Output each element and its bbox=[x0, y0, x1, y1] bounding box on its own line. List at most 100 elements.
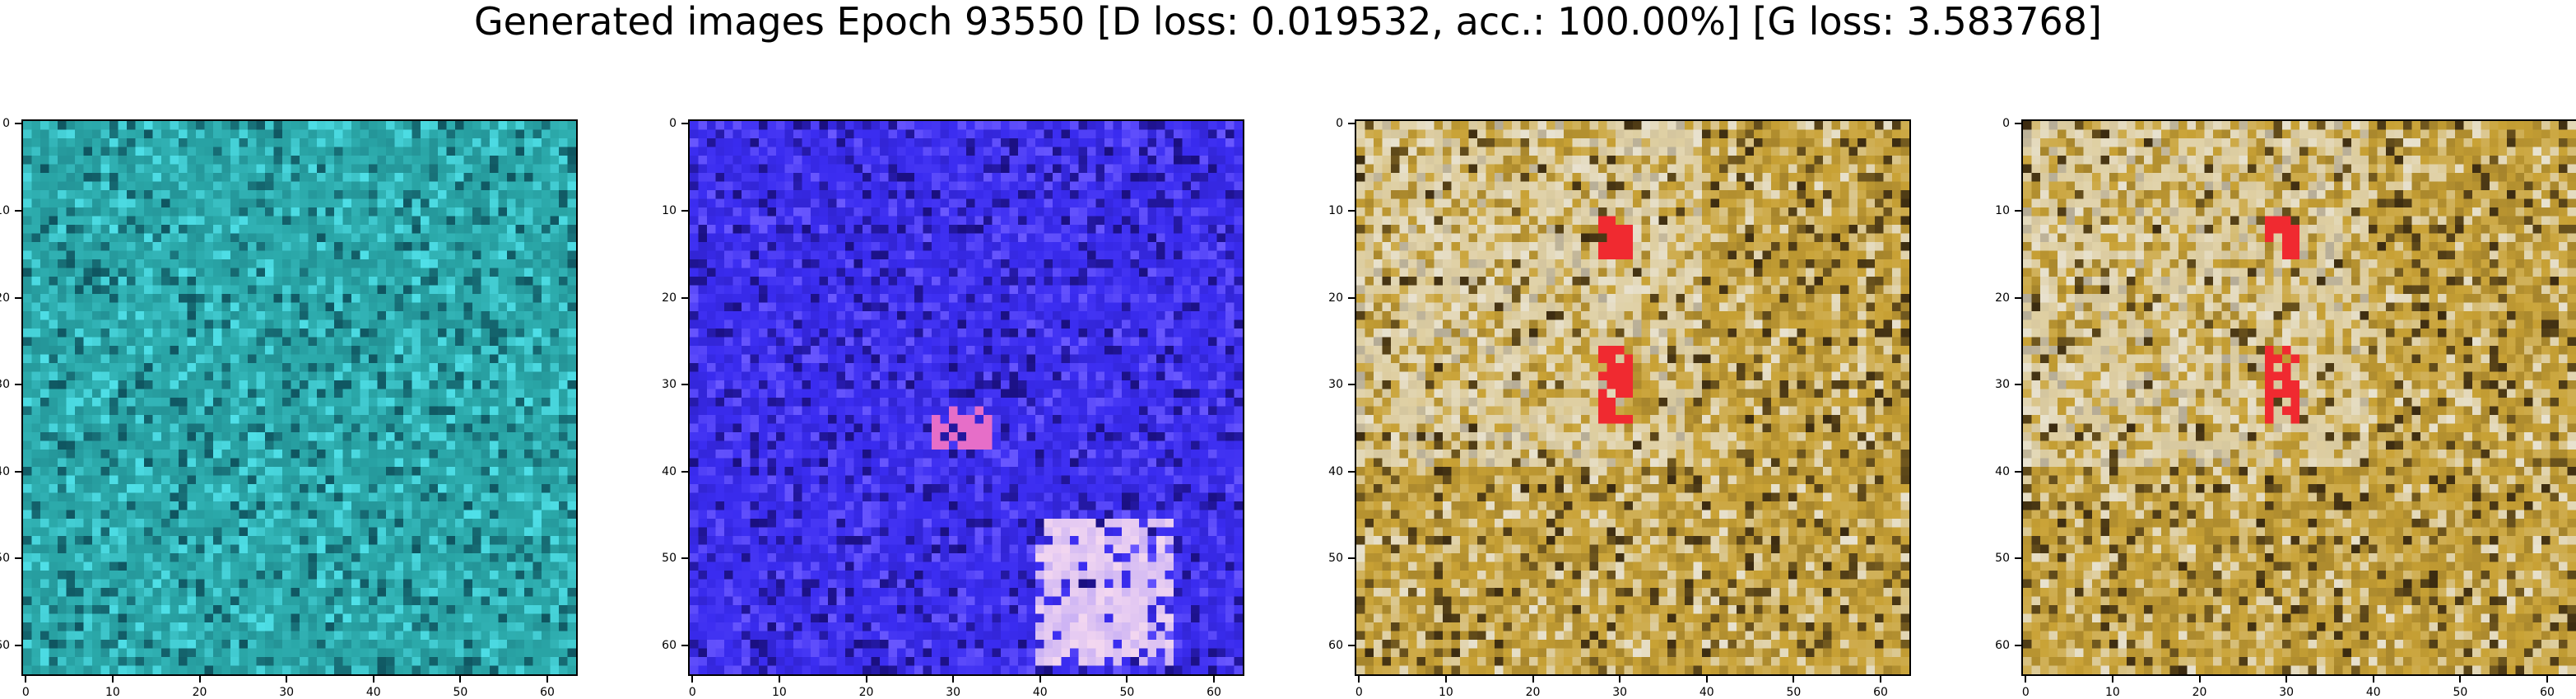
x-tick-label: 0 bbox=[2021, 686, 2030, 699]
y-tick bbox=[1348, 384, 1355, 386]
y-tick bbox=[2015, 209, 2021, 212]
x-tick bbox=[2285, 676, 2288, 683]
x-tick-label: 10 bbox=[105, 686, 120, 699]
y-tick bbox=[15, 557, 21, 560]
y-tick bbox=[2015, 123, 2021, 125]
y-tick bbox=[2015, 296, 2021, 299]
y-tick-label: 30 bbox=[1328, 378, 1343, 392]
pixel-grid-4 bbox=[2023, 121, 2576, 674]
y-tick bbox=[1348, 557, 1355, 560]
x-tick-label: 20 bbox=[858, 686, 874, 699]
image-panel-2: 0 10 20 30 40 50 60 0 10 20 30 40 50 60 bbox=[662, 117, 1244, 699]
x-tick bbox=[372, 676, 374, 683]
x-tick bbox=[546, 676, 549, 683]
y-tick bbox=[2015, 557, 2021, 560]
x-tick-label: 30 bbox=[279, 686, 295, 699]
x-tick-label: 30 bbox=[1612, 686, 1628, 699]
y-tick-label: 0 bbox=[669, 117, 677, 131]
y-tick bbox=[2015, 645, 2021, 647]
y-tick-label: 10 bbox=[0, 203, 10, 217]
y-tick-label: 10 bbox=[1995, 203, 2010, 217]
x-tick bbox=[2546, 676, 2549, 683]
x-tick bbox=[1039, 676, 1041, 683]
y-tick-label: 40 bbox=[0, 464, 10, 478]
x-tick-label: 10 bbox=[771, 686, 787, 699]
y-tick-label: 60 bbox=[1995, 639, 2010, 653]
x-tick bbox=[1705, 676, 1708, 683]
y-tick-label: 0 bbox=[1336, 117, 1343, 131]
y-tick bbox=[2015, 470, 2021, 473]
figure-title: Generated images Epoch 93550 [D loss: 0.… bbox=[473, 0, 2103, 44]
y-tick-label: 0 bbox=[2002, 117, 2010, 131]
y-tick-label: 50 bbox=[0, 552, 10, 566]
x-tick-label: 50 bbox=[1119, 686, 1135, 699]
x-tick-label: 20 bbox=[2192, 686, 2207, 699]
pixel-grid-3 bbox=[1356, 121, 1909, 674]
x-tick bbox=[1444, 676, 1447, 683]
x-tick-label: 40 bbox=[1699, 686, 1714, 699]
generated-image-4 bbox=[2021, 119, 2576, 676]
x-tick bbox=[198, 676, 201, 683]
x-tick-label: 10 bbox=[2104, 686, 2120, 699]
y-tick-label: 30 bbox=[1995, 378, 2010, 392]
y-tick-label: 20 bbox=[1995, 291, 2010, 305]
image-panel-1: 0 10 20 30 40 50 60 0 10 20 30 40 50 60 bbox=[0, 117, 578, 699]
x-tick-label: 60 bbox=[540, 686, 555, 699]
y-tick-label: 30 bbox=[662, 378, 677, 392]
x-tick bbox=[1213, 676, 1216, 683]
x-tick-label: 40 bbox=[2365, 686, 2381, 699]
y-tick-label: 50 bbox=[1995, 552, 2010, 566]
y-tick bbox=[1348, 123, 1355, 125]
y-tick-label: 60 bbox=[0, 639, 10, 653]
x-tick-label: 20 bbox=[192, 686, 207, 699]
y-tick-label: 10 bbox=[1328, 203, 1343, 217]
y-tick bbox=[681, 645, 688, 647]
x-tick bbox=[1793, 676, 1795, 683]
y-tick bbox=[681, 123, 688, 125]
pixel-grid-2 bbox=[690, 121, 1243, 674]
x-tick-label: 10 bbox=[1438, 686, 1453, 699]
y-tick-label: 50 bbox=[662, 552, 677, 566]
x-tick bbox=[1358, 676, 1360, 683]
x-tick-label: 0 bbox=[1355, 686, 1363, 699]
x-tick bbox=[778, 676, 780, 683]
x-tick-label: 0 bbox=[688, 686, 696, 699]
x-tick-label: 60 bbox=[2540, 686, 2555, 699]
y-tick-label: 60 bbox=[1328, 639, 1343, 653]
y-tick-label: 0 bbox=[2, 117, 10, 131]
y-tick bbox=[1348, 470, 1355, 473]
y-tick bbox=[15, 209, 21, 212]
x-tick bbox=[459, 676, 462, 683]
x-tick-label: 60 bbox=[1873, 686, 1888, 699]
x-tick bbox=[25, 676, 27, 683]
y-tick-label: 50 bbox=[1328, 552, 1343, 566]
x-tick-label: 50 bbox=[2453, 686, 2468, 699]
generated-image-1 bbox=[21, 119, 578, 676]
x-tick bbox=[1880, 676, 1882, 683]
y-tick bbox=[681, 470, 688, 473]
x-tick bbox=[1619, 676, 1621, 683]
x-tick-label: 0 bbox=[21, 686, 30, 699]
y-tick-label: 40 bbox=[1995, 464, 2010, 478]
generated-image-2 bbox=[688, 119, 1244, 676]
x-tick-label: 40 bbox=[1032, 686, 1048, 699]
y-tick bbox=[681, 209, 688, 212]
x-tick-label: 30 bbox=[946, 686, 961, 699]
y-tick bbox=[681, 296, 688, 299]
image-panel-3: 0 10 20 30 40 50 60 0 10 20 30 40 50 60 bbox=[1328, 117, 1911, 699]
x-tick bbox=[2372, 676, 2374, 683]
y-tick-label: 20 bbox=[0, 291, 10, 305]
y-tick bbox=[15, 123, 21, 125]
y-tick bbox=[1348, 645, 1355, 647]
x-tick-label: 50 bbox=[1786, 686, 1802, 699]
y-tick bbox=[681, 557, 688, 560]
x-tick bbox=[865, 676, 867, 683]
image-panel-4: 0 10 20 30 40 50 60 0 10 20 30 40 50 60 bbox=[1995, 117, 2576, 699]
x-tick bbox=[1126, 676, 1128, 683]
x-tick-label: 40 bbox=[365, 686, 381, 699]
x-tick bbox=[2459, 676, 2462, 683]
y-tick bbox=[15, 296, 21, 299]
x-tick bbox=[2025, 676, 2027, 683]
y-tick-label: 20 bbox=[1328, 291, 1343, 305]
pixel-grid-1 bbox=[23, 121, 576, 674]
